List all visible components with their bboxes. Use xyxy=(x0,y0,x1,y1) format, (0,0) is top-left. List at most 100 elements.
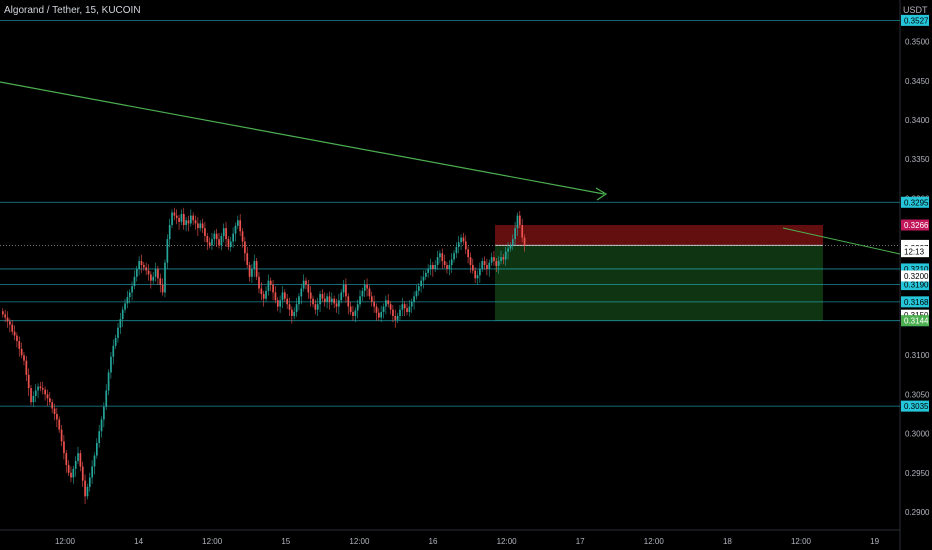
candle xyxy=(53,408,56,414)
price-tag-6: 0.3144 xyxy=(904,317,929,326)
candle xyxy=(262,294,265,299)
candle xyxy=(88,477,91,487)
candle xyxy=(298,296,300,305)
x-tick-label-7: 17 xyxy=(576,537,585,546)
candle xyxy=(396,315,399,320)
x-tick-label-2: 12:00 xyxy=(202,537,223,546)
candle xyxy=(56,413,58,420)
candle xyxy=(295,304,298,313)
candle xyxy=(314,304,317,310)
candle xyxy=(190,215,192,224)
x-tick-label-4: 12:00 xyxy=(349,537,370,546)
candle xyxy=(159,278,162,285)
currency-label: USDT xyxy=(903,5,928,15)
y-tick-label-7: 0.3000 xyxy=(905,430,930,439)
candle xyxy=(392,309,394,316)
candle xyxy=(2,311,4,315)
candle xyxy=(434,265,437,269)
candle xyxy=(457,242,460,247)
candle xyxy=(110,356,112,373)
candle xyxy=(417,286,420,291)
candle xyxy=(41,388,44,390)
candle xyxy=(507,248,509,252)
candle xyxy=(406,308,408,313)
candle xyxy=(173,212,176,216)
candle xyxy=(103,406,105,420)
price-tag-6-bg xyxy=(901,315,929,327)
candle xyxy=(258,276,260,289)
candle xyxy=(70,472,72,478)
candle xyxy=(331,298,333,302)
candle xyxy=(394,315,397,320)
level-tag-3-bg xyxy=(901,279,929,291)
candle xyxy=(182,214,185,226)
x-tick-label-0: 12:00 xyxy=(55,537,76,546)
candle xyxy=(143,265,145,268)
candle xyxy=(166,239,169,263)
candle xyxy=(175,215,178,218)
price-tag-3: 12:13 xyxy=(904,248,925,257)
candle xyxy=(274,292,277,301)
candle xyxy=(211,239,213,246)
candle xyxy=(279,300,281,307)
candle xyxy=(269,280,272,285)
candle xyxy=(91,466,93,478)
candle xyxy=(126,297,129,304)
candle xyxy=(408,306,411,313)
candle xyxy=(84,480,86,497)
candle xyxy=(147,270,150,275)
level-tag-6: 0.3035 xyxy=(904,402,929,411)
candle xyxy=(225,228,227,240)
candle xyxy=(117,327,119,338)
price-tag-3-bg xyxy=(901,246,929,258)
candle xyxy=(389,304,392,310)
candle xyxy=(49,398,51,403)
candle xyxy=(81,466,84,481)
y-tick-label-1: 0.3450 xyxy=(905,77,930,86)
candle xyxy=(178,217,180,222)
candle xyxy=(410,301,413,307)
candle xyxy=(291,309,293,316)
candle xyxy=(288,304,291,310)
candle xyxy=(326,296,328,302)
candle xyxy=(462,237,465,242)
candle xyxy=(194,220,197,224)
trendline-right xyxy=(782,227,901,255)
level-tag-1-bg xyxy=(901,196,929,208)
candle xyxy=(469,257,472,265)
candle xyxy=(135,268,138,277)
level-tag-4: 0.3168 xyxy=(904,298,929,307)
candle xyxy=(335,303,338,307)
candle xyxy=(519,215,521,226)
candle xyxy=(323,298,326,302)
candle xyxy=(100,419,103,432)
candle xyxy=(93,455,96,467)
y-tick-label-5: 0.3100 xyxy=(905,351,930,360)
candle xyxy=(32,395,35,403)
candle xyxy=(370,296,373,302)
candle xyxy=(333,298,336,304)
candle xyxy=(378,312,380,318)
candle xyxy=(60,429,63,442)
candle xyxy=(44,389,46,395)
candle xyxy=(213,233,216,240)
candle xyxy=(345,284,347,297)
candle xyxy=(284,292,286,299)
candle xyxy=(98,431,101,443)
candle xyxy=(237,220,239,226)
candle xyxy=(206,235,209,243)
candle xyxy=(455,246,458,254)
candle xyxy=(481,261,484,269)
candle xyxy=(511,239,514,246)
candle xyxy=(185,220,187,226)
candle xyxy=(321,294,324,299)
candle xyxy=(229,241,232,247)
x-tick-label-11: 19 xyxy=(870,537,879,546)
candle xyxy=(105,390,108,407)
candle xyxy=(474,270,477,279)
y-tick-label-6: 0.3050 xyxy=(905,390,930,399)
candle xyxy=(25,360,28,375)
candle xyxy=(124,303,126,310)
